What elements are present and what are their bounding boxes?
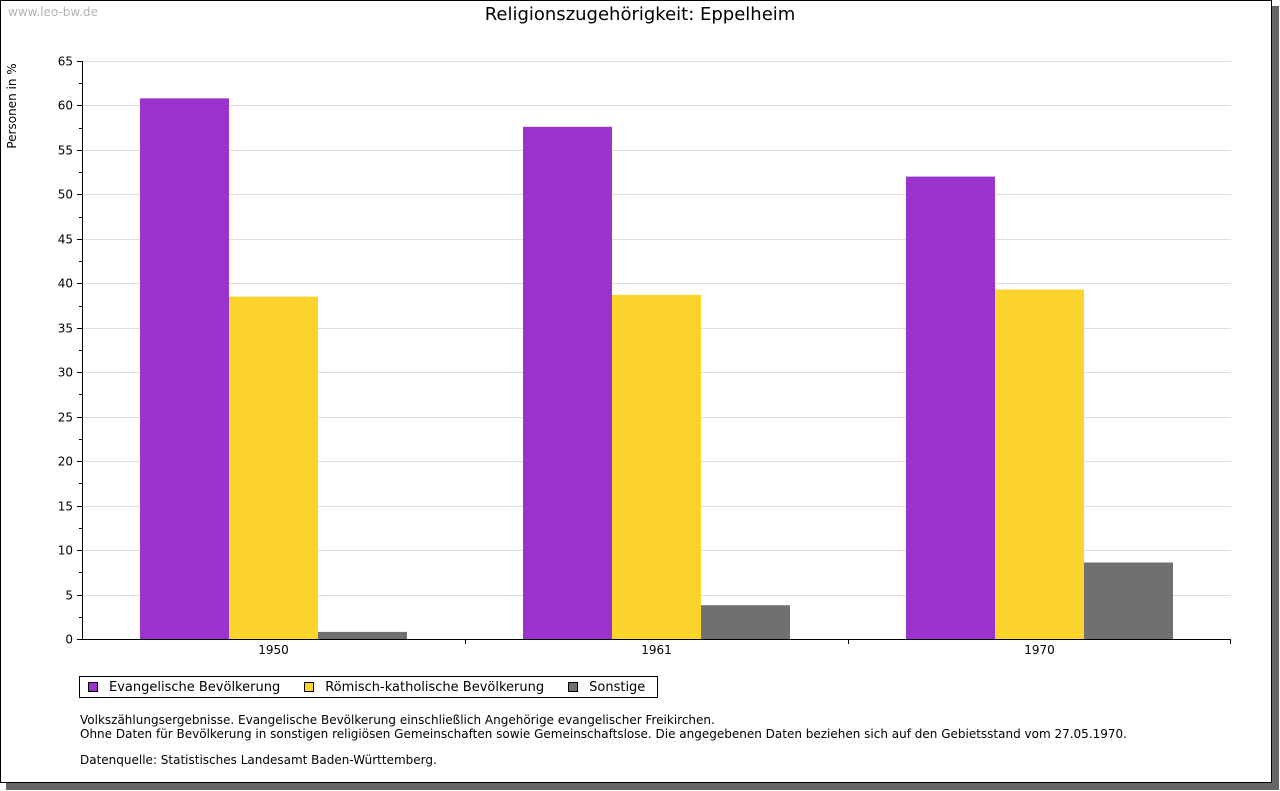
y-tick-label: 30 <box>58 366 73 380</box>
y-tick-label: 0 <box>65 633 73 647</box>
y-tick-label: 5 <box>65 589 73 603</box>
legend-label: Evangelische Bevölkerung <box>109 679 281 695</box>
x-tick-label: 1970 <box>1024 643 1055 657</box>
legend: Evangelische Bevölkerung Römisch-katholis… <box>79 676 659 698</box>
y-tick-label: 60 <box>58 99 73 113</box>
y-tick-label: 10 <box>58 544 73 558</box>
y-tick-label: 45 <box>58 233 73 247</box>
bar <box>701 605 790 639</box>
frame-shadow-bottom <box>6 783 1279 790</box>
bar <box>140 98 229 639</box>
y-tick-label: 55 <box>58 144 73 158</box>
y-tick-label: 20 <box>58 455 73 469</box>
y-tick-label: 15 <box>58 500 73 514</box>
note-line-1: Volkszählungsergebnisse. Evangelische Be… <box>80 713 715 727</box>
legend-swatch <box>304 682 315 692</box>
y-tick-label: 50 <box>58 188 73 202</box>
bar <box>523 126 612 639</box>
bar <box>318 631 407 639</box>
y-axis-label: Personen in % <box>5 63 19 148</box>
data-source: Datenquelle: Statistisches Landesamt Bad… <box>80 753 437 767</box>
legend-item: Evangelische Bevölkerung <box>88 680 280 695</box>
watermark: www.leo-bw.de <box>8 5 98 19</box>
frame-shadow-right <box>1272 6 1279 790</box>
y-tick-label: 40 <box>58 277 73 291</box>
legend-item: Römisch-katholische Bevölkerung <box>304 680 544 695</box>
x-tick-label: 1950 <box>258 643 289 657</box>
note-line-2: Ohne Daten für Bevölkerung in sonstigen … <box>80 727 1127 741</box>
y-tick-label: 65 <box>58 55 73 69</box>
bar <box>906 176 995 639</box>
chart-title: Religionszugehörigkeit: Eppelheim <box>484 4 796 25</box>
y-tick-label: 35 <box>58 322 73 336</box>
chart-notes: Volkszählungsergebnisse. Evangelische Be… <box>80 713 1127 767</box>
legend-item: Sonstige <box>568 680 645 695</box>
bar <box>995 289 1084 639</box>
legend-label: Sonstige <box>589 679 646 695</box>
x-tick-label: 1961 <box>641 643 672 657</box>
legend-label: Römisch-katholische Bevölkerung <box>325 679 545 695</box>
bar <box>1084 562 1173 639</box>
legend-swatch <box>88 682 98 692</box>
bar <box>229 296 318 639</box>
legend-swatch <box>568 682 579 692</box>
bar <box>612 294 701 639</box>
y-tick-label: 25 <box>58 411 73 425</box>
